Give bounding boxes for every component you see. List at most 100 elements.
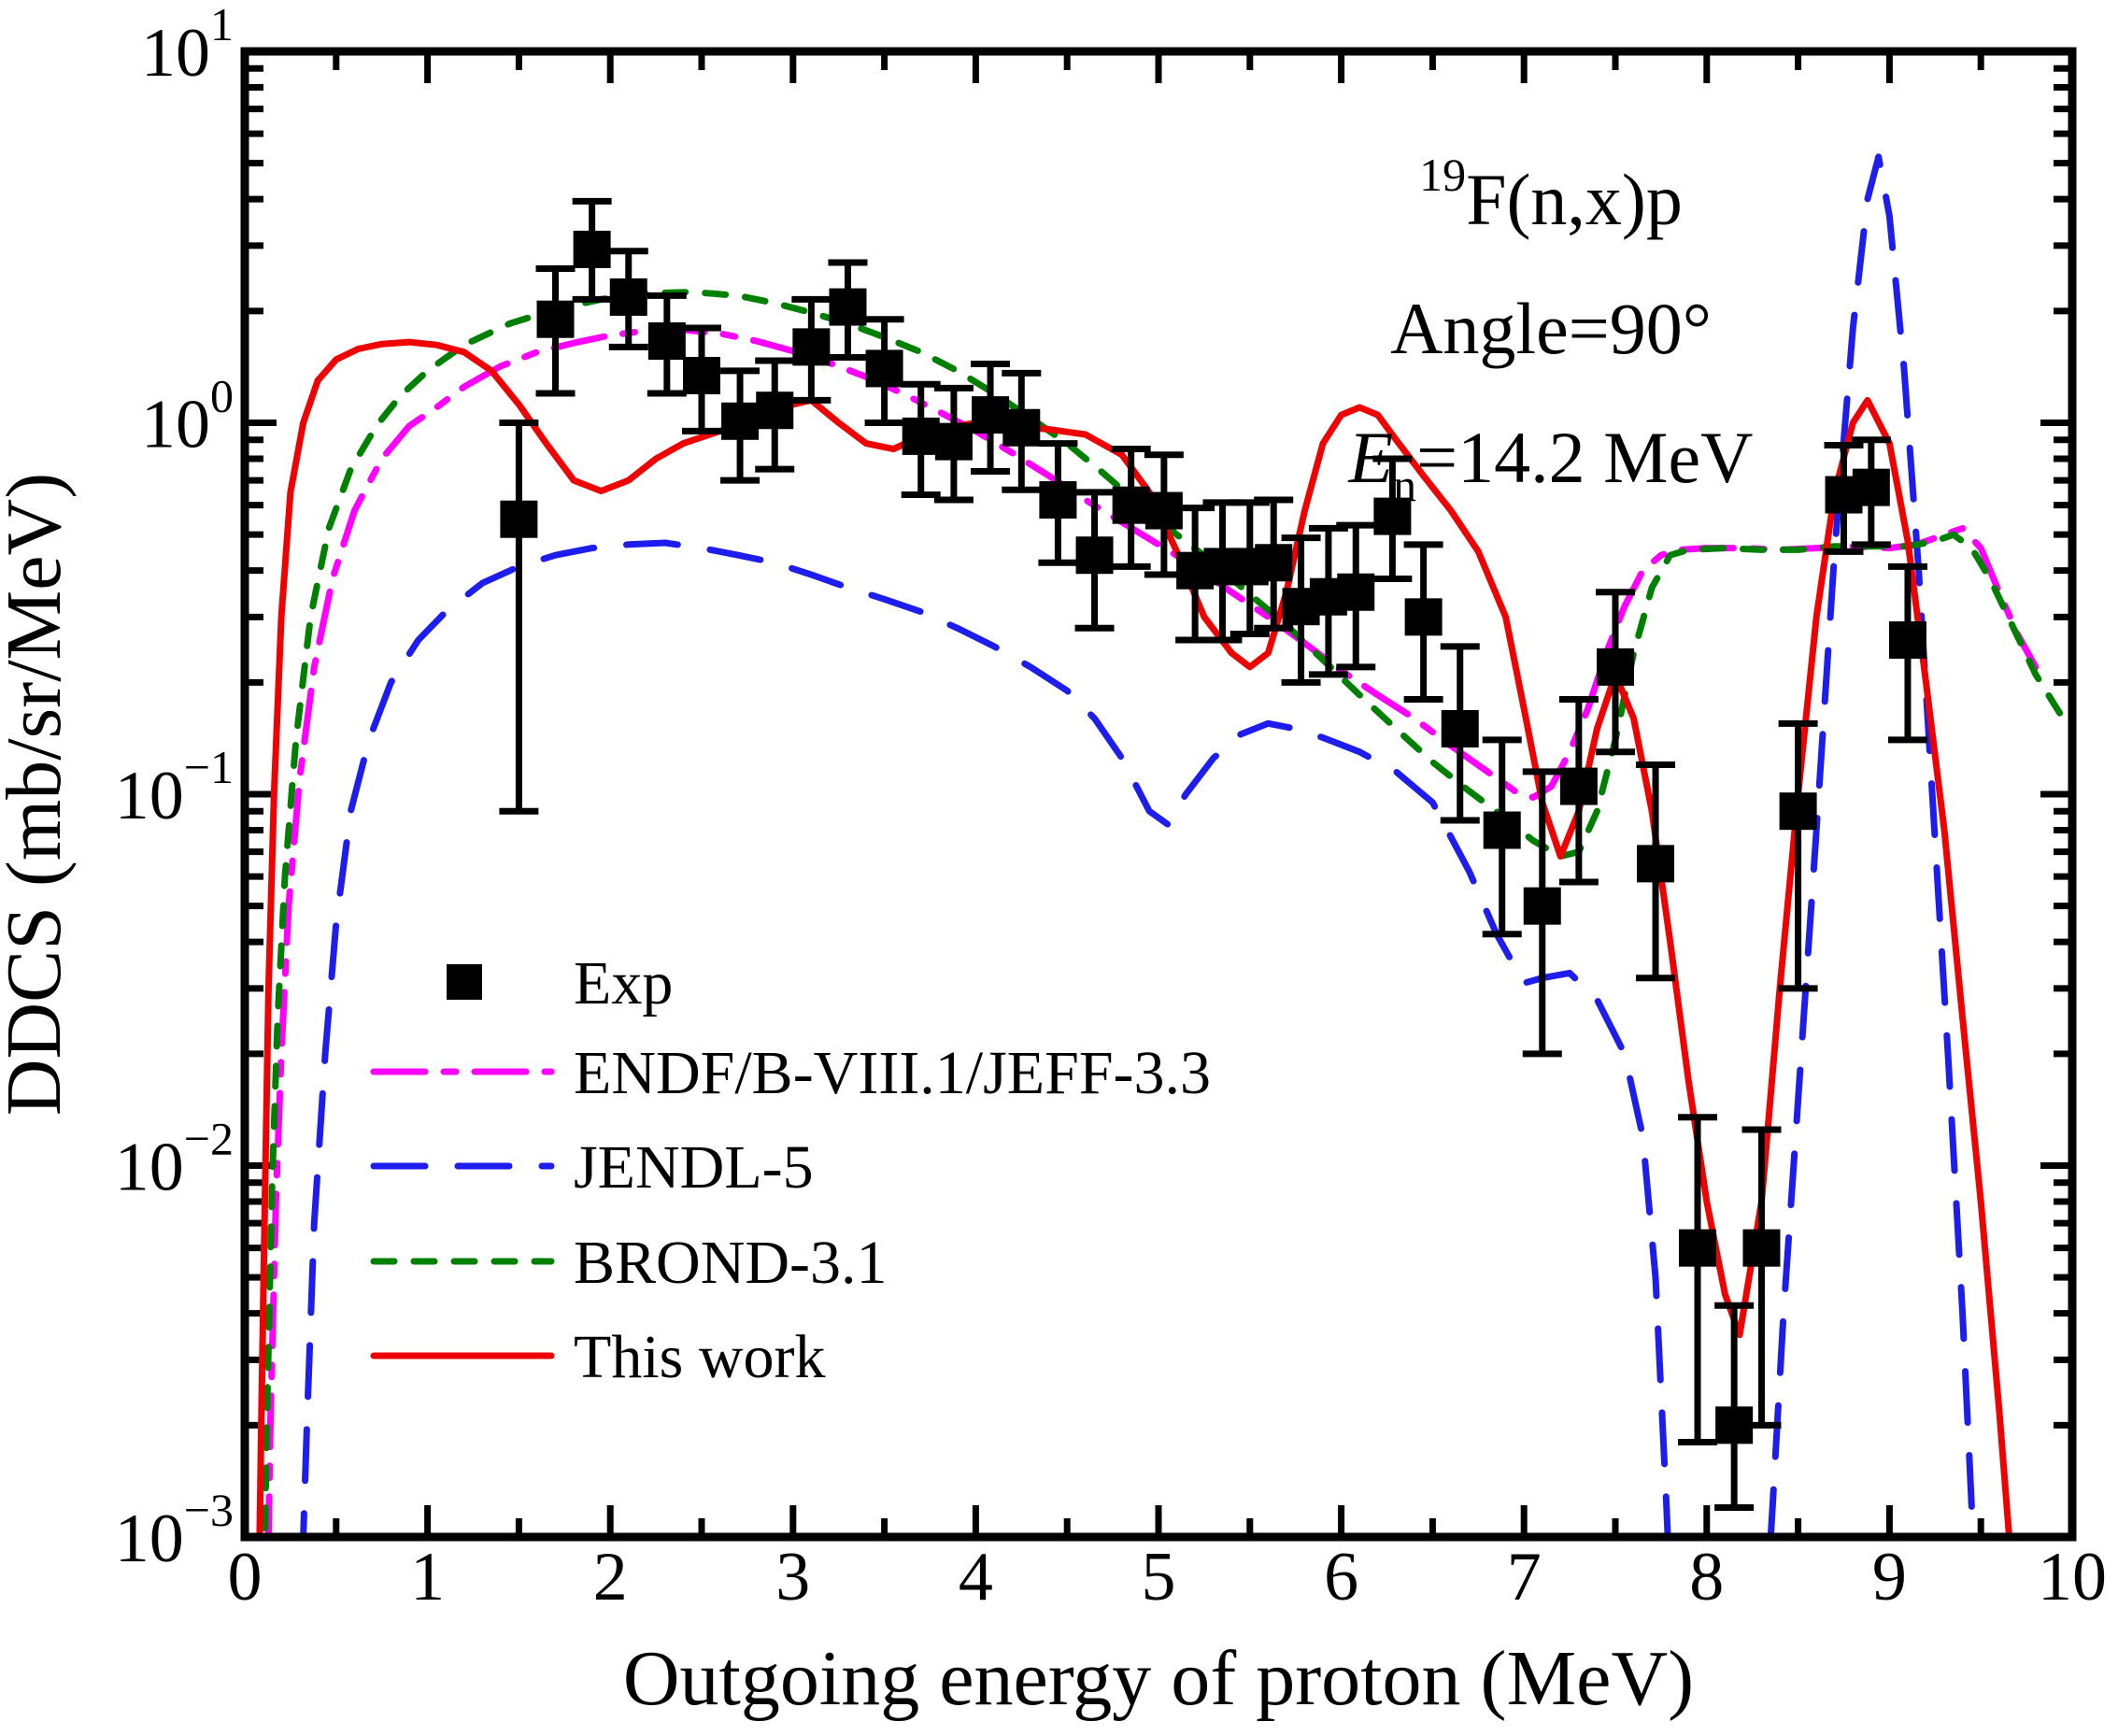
exp-square-marker	[792, 328, 831, 366]
exp-square-marker	[1742, 1229, 1781, 1267]
exp-data-point	[1254, 496, 1294, 632]
x-tick-label: 6	[1324, 1539, 1358, 1615]
x-tick-label: 8	[1689, 1539, 1724, 1615]
legend-label: JENDL-5	[574, 1133, 814, 1202]
legend-item-endf: ENDF/B-VIII.1/JEFF-3.3	[370, 1039, 1211, 1107]
legend-item-exp: Exp	[447, 949, 673, 1017]
exp-square-marker	[1597, 647, 1634, 686]
exp-data-point	[933, 384, 974, 504]
exp-data-point	[828, 259, 868, 362]
exp-data-point	[647, 292, 687, 397]
exp-data-point	[720, 367, 760, 484]
exp-data-point	[572, 197, 612, 303]
x-tick-label: 4	[959, 1539, 993, 1615]
exp-data-point	[1596, 589, 1635, 756]
curve-thiswork	[256, 338, 2013, 1537]
exp-square-marker	[1679, 1229, 1717, 1267]
x-tick-label: 9	[1872, 1539, 1907, 1615]
exp-square-marker	[756, 391, 794, 430]
exp-data-point	[499, 420, 539, 815]
exp-square-marker	[902, 417, 940, 455]
exp-square-marker	[1888, 621, 1926, 660]
exp-square-marker	[1637, 845, 1675, 883]
exp-square-marker	[1373, 497, 1412, 535]
exp-square-marker	[1523, 887, 1561, 925]
exp-data-point	[682, 324, 721, 434]
x-tick-label: 5	[1142, 1539, 1176, 1615]
exp-data-point	[1741, 1126, 1782, 1429]
y-axis-title: DDCS (mb/sr/MeV)	[0, 473, 78, 1116]
exp-data-point	[1558, 696, 1599, 886]
exp-square-marker	[1779, 792, 1817, 831]
exp-square-marker	[829, 288, 867, 326]
exp-points-layer	[499, 197, 1927, 1512]
exp-data-point	[1403, 541, 1443, 704]
y-tick-label: 10−1	[115, 741, 234, 834]
plot-frame-layer	[240, 47, 2077, 1542]
exp-data-point	[901, 380, 941, 499]
exp-square-marker	[647, 322, 686, 361]
exp-data-point	[1851, 436, 1891, 548]
exp-square-marker	[1255, 544, 1293, 582]
legend-square-marker	[447, 964, 482, 1000]
exp-square-marker	[609, 277, 647, 316]
exp-square-marker	[1852, 468, 1890, 506]
exp-data-point	[1678, 1114, 1718, 1446]
exp-square-marker	[1404, 598, 1443, 636]
exp-data-point	[1074, 489, 1115, 632]
exp-square-marker	[721, 402, 760, 440]
tick-labels-layer: 0 1 2 3 4 5 6 7 8 9 10 101 100 10−1 10−2 10−3	[115, 0, 2107, 1615]
exp-square-marker	[573, 230, 611, 268]
exp-data-point	[1038, 440, 1078, 566]
legend: Exp ENDF/B-VIII.1/JEFF-3.3 JENDL-5 BROND-3.…	[370, 949, 1211, 1391]
exp-square-marker	[1483, 811, 1521, 849]
y-tick-label: 101	[141, 0, 234, 92]
exp-square-marker	[1337, 573, 1375, 611]
exp-data-point	[608, 248, 648, 350]
exp-data-point	[1714, 1302, 1755, 1512]
curve-jendl	[300, 153, 1976, 1537]
annotations-layer: 19F(n,x)p Angle=90° En=14.2 MeV	[1348, 149, 1754, 511]
exp-data-point	[1522, 768, 1562, 1058]
exp-data-point	[1440, 643, 1480, 824]
exp-square-marker	[1559, 767, 1598, 805]
x-tick-label: 7	[1507, 1539, 1542, 1615]
exp-data-point	[1336, 521, 1376, 671]
x-axis-title: Outgoing energy of proton (MeV)	[623, 1635, 1694, 1722]
legend-label: This work	[574, 1323, 825, 1391]
exp-data-point	[755, 357, 795, 473]
curves-layer	[256, 153, 2067, 1537]
exp-data-point	[1002, 369, 1042, 493]
exp-data-point	[1636, 761, 1676, 982]
annotation-reaction: 19F(n,x)p	[1419, 149, 1683, 240]
exp-square-marker	[1039, 481, 1077, 519]
exp-square-marker	[934, 422, 973, 461]
exp-square-marker	[1441, 710, 1479, 748]
x-tick-label: 1	[410, 1539, 445, 1615]
legend-label: ENDF/B-VIII.1/JEFF-3.3	[574, 1039, 1211, 1107]
x-tick-label: 10	[2038, 1539, 2107, 1615]
exp-data-point	[1372, 455, 1413, 583]
exp-square-marker	[500, 500, 538, 538]
exp-data-point	[1111, 446, 1151, 570]
annotation-incident-energy: En=14.2 MeV	[1348, 417, 1754, 511]
legend-item-thiswork: This work	[370, 1323, 825, 1391]
exp-data-point	[1482, 736, 1522, 938]
exp-data-point	[535, 265, 576, 397]
x-tick-label: 3	[775, 1539, 810, 1615]
exp-data-point	[1887, 562, 1927, 744]
exp-square-marker	[865, 349, 903, 388]
x-tick-label: 0	[228, 1539, 263, 1615]
legend-item-jendl: JENDL-5	[370, 1133, 814, 1202]
plot-frame	[240, 47, 2077, 1542]
y-tick-label: 10−3	[115, 1484, 234, 1577]
exp-square-marker	[536, 300, 575, 338]
legend-label: BROND-3.1	[574, 1229, 888, 1297]
x-tick-label: 2	[593, 1539, 628, 1615]
legend-item-brond: BROND-3.1	[370, 1229, 888, 1297]
y-tick-label: 100	[141, 370, 234, 463]
exp-square-marker	[1002, 408, 1041, 447]
